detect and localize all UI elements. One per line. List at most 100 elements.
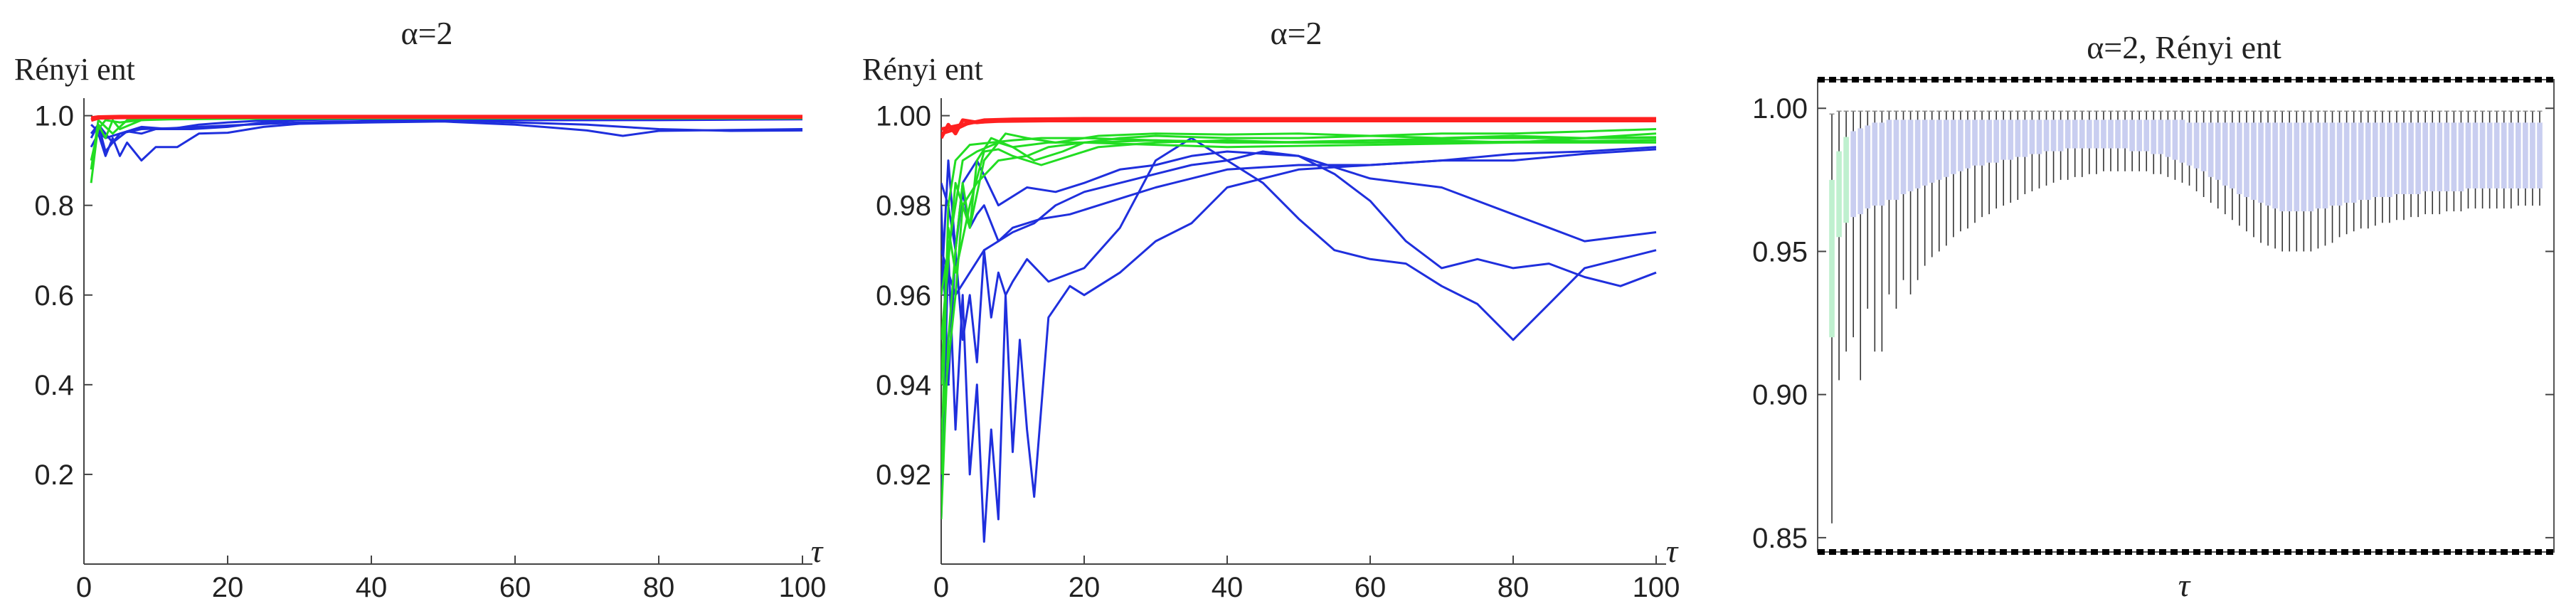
plot-area (941, 117, 1657, 543)
box-body (1929, 120, 1935, 183)
box-body (2444, 122, 2450, 191)
series-line (90, 117, 803, 153)
series-line (941, 150, 1657, 295)
box-body (2465, 122, 2471, 188)
box-body (2143, 120, 2150, 152)
box-body (2050, 120, 2057, 152)
box-body (2215, 122, 2221, 180)
panel-left: α=2 Rényi ent τ 0 20 40 60 80 100 0.2 0.4 0.6 0.8 1.0 (14, 15, 826, 603)
box-body (1857, 128, 1864, 215)
box-body (2000, 120, 2007, 160)
panel-middle: α=2 Rényi ent τ 0 20 40 60 80 100 0.92 0.94 0.96 0.9… (862, 15, 1680, 603)
y-tick-label: 0.8 (34, 191, 74, 222)
box-body (2193, 122, 2200, 169)
box-body (2272, 122, 2278, 209)
box-body (1951, 120, 1956, 174)
box-body (2315, 122, 2321, 209)
box-body (1936, 120, 1942, 180)
series-line (90, 115, 802, 120)
series-line (90, 120, 803, 162)
x-axis-label: τ (811, 533, 824, 569)
box-body (2207, 122, 2214, 177)
series-line (941, 118, 1656, 139)
box-body (2165, 120, 2171, 157)
box-body (1907, 120, 1914, 191)
box-body (2222, 122, 2228, 186)
box-body (2186, 122, 2193, 166)
box-body (2043, 120, 2050, 152)
box-body (2064, 120, 2071, 149)
box-body (2322, 122, 2328, 209)
series-line (90, 117, 803, 144)
box-body (1922, 120, 1928, 186)
box-body (2094, 120, 2099, 149)
box-body (1886, 120, 1892, 201)
box-body (2279, 122, 2285, 212)
box-body (2072, 120, 2078, 149)
series-line (941, 128, 1657, 340)
box-body (2057, 120, 2064, 152)
box-body (2358, 122, 2364, 201)
box-body (2308, 122, 2314, 212)
box-body (1836, 151, 1842, 238)
box-body (2394, 122, 2400, 194)
box-body (1986, 120, 1992, 163)
box-body (2237, 122, 2242, 194)
series-line (941, 132, 1657, 520)
box-body (2172, 120, 2178, 160)
box-body (1893, 120, 1899, 201)
box-body (1979, 120, 1985, 166)
plot-frame (1817, 79, 2555, 553)
box-body (2458, 122, 2464, 191)
box-body (2108, 120, 2114, 149)
box-body (2415, 122, 2421, 194)
box-body (1914, 120, 1921, 188)
box-body (2244, 122, 2249, 197)
y-tick-label: 0.94 (876, 370, 931, 401)
box-body (2451, 122, 2457, 191)
series-line (941, 117, 1656, 131)
box-body (2343, 122, 2350, 203)
x-axis-label: τ (1666, 533, 1679, 569)
box-body (1958, 120, 1963, 171)
box-body (2429, 122, 2436, 191)
box-body (2387, 122, 2392, 197)
box-body (1972, 120, 1978, 166)
box-body (1829, 179, 1835, 338)
box-body (2329, 122, 2336, 206)
y-tick-label: 1.0 (34, 101, 74, 132)
y-tick-label: 0.98 (876, 191, 931, 222)
box-body (2350, 122, 2357, 203)
x-tick-label: 40 (1212, 572, 1244, 603)
y-axis-label: Rényi ent (14, 52, 135, 87)
box-body (2523, 122, 2528, 188)
chart-title: α=2, Rényi ent (2087, 29, 2281, 65)
box-body (2115, 120, 2121, 149)
box-body (2294, 122, 2300, 212)
box-body (2493, 122, 2500, 188)
x-tick-label: 20 (1069, 572, 1101, 603)
box-body (1872, 122, 1878, 206)
box-body (2258, 122, 2264, 203)
box-body (2516, 122, 2521, 188)
box-body (1850, 131, 1856, 218)
box-body (2336, 122, 2343, 206)
y-tick-label: 0.92 (876, 460, 931, 491)
y-tick-label: 0.85 (1752, 523, 1808, 554)
box-body (1879, 122, 1885, 206)
y-tick-label: 0.4 (34, 370, 74, 401)
x-tick-label: 100 (1633, 572, 1680, 603)
box-body (2251, 122, 2257, 201)
box-body (2301, 122, 2307, 212)
x-tick-label: 0 (76, 572, 92, 603)
y-tick-label: 1.00 (876, 101, 931, 132)
box-body (2151, 120, 2157, 154)
box-body (2129, 120, 2135, 152)
series-line (941, 141, 1656, 296)
series-line (941, 148, 1657, 543)
box-body (2380, 122, 2385, 197)
x-tick-label: 80 (643, 572, 675, 603)
box-body (2437, 122, 2443, 191)
y-tick-label: 0.96 (876, 280, 931, 312)
